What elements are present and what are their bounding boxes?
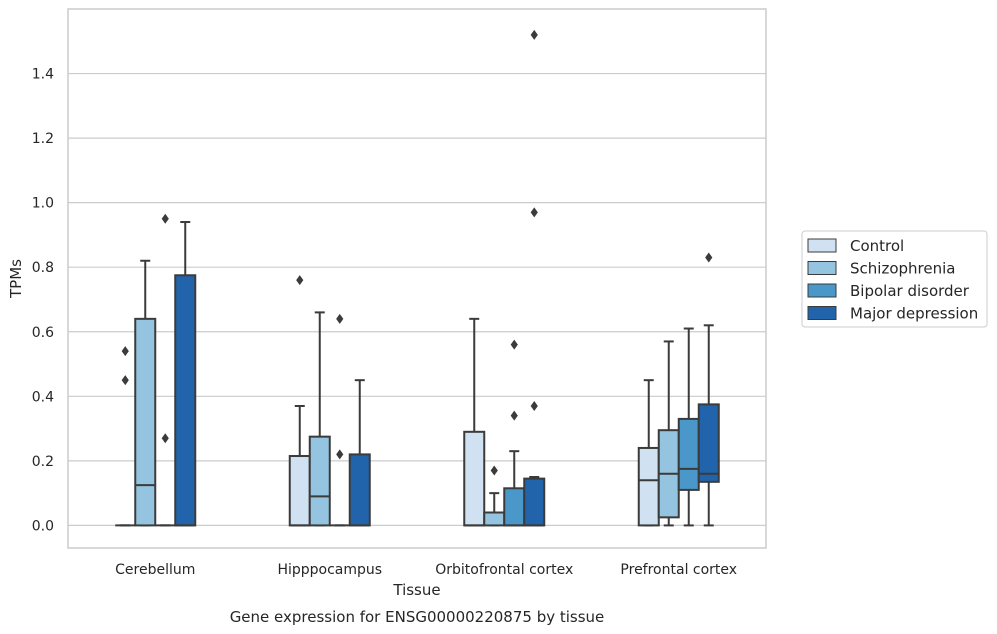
y-tick-label: 1.4 [32,67,54,83]
outlier-point [121,346,129,357]
y-tick-label: 0.4 [32,389,54,405]
legend-label: Schizophrenia [850,260,955,278]
y-tick-label: 1.0 [32,196,54,212]
box-0-3 [174,221,197,527]
x-tick-label: Cerebellum [115,562,195,578]
box-body [637,446,660,527]
x-axis-title: Tissue [392,581,440,599]
outlier-point [296,275,304,286]
outlier-point [121,375,129,386]
box-0-0 [115,346,136,527]
box-1-3 [348,379,371,527]
legend-frame [801,230,988,328]
outlier-point [530,29,538,40]
outlier-point [530,400,538,411]
legend-swatch [807,238,837,253]
box-2-0 [463,317,486,527]
box-plot-series [115,29,720,527]
legend-label: Major depression [850,305,978,323]
outlier-point [510,410,518,421]
box-body [677,417,700,491]
outlier-point [161,433,169,444]
box-body [174,274,197,527]
outlier-point [336,313,344,324]
box-body [697,403,720,483]
box-2-2 [503,339,526,527]
x-tick-label: Prefrontal cortex [620,562,737,578]
box-2-3 [523,29,546,527]
legend-swatch [807,306,837,320]
box-3-3 [697,252,720,527]
box-2-1 [483,465,506,527]
y-axis-title: TPMs [7,259,25,299]
box-0-1 [134,259,157,527]
box-body [308,435,331,527]
box-body [483,511,506,527]
outlier-point [530,207,538,218]
outlier-point [705,252,713,263]
box-body [134,317,157,527]
box-3-0 [637,379,660,527]
y-tick-label: 0.8 [32,260,54,276]
x-tick-label: Orbitofrontal cortex [435,562,573,578]
legend: Control Schizophrenia Bipolar disorder Majo… [801,230,988,328]
legend-swatch [807,283,837,298]
x-tick-label: Hipppocampus [277,562,382,578]
box-1-0 [288,275,311,527]
legend-label: Bipolar disorder [850,282,970,300]
x-axis-ticks: Cerebellum Hipppocampus Orbitofrontal cort… [115,562,737,578]
outlier-point [510,339,518,350]
box-1-1 [308,311,331,527]
box-body [288,455,311,527]
box-0-2 [155,213,176,527]
box-body [503,487,526,527]
y-tick-label: 0.6 [32,325,54,341]
y-tick-label: 0.0 [32,518,54,534]
legend-label: Control [850,237,904,255]
chart-caption: Gene expression for ENSG00000220875 by t… [230,608,605,626]
box-3-1 [657,340,680,527]
y-tick-label: 1.2 [32,131,54,147]
legend-swatch [807,261,837,275]
box-body [523,477,546,527]
plot-area-frame [67,8,767,549]
box-3-2 [677,327,700,527]
box-body [463,430,486,527]
box-body [348,453,371,527]
outlier-point [336,449,344,460]
y-axis-ticks: 0.0 0.2 0.4 0.6 0.8 1.0 1.2 1.4 [32,67,54,535]
y-tick-label: 0.2 [32,454,54,470]
box-1-2 [329,313,350,527]
outlier-point [161,213,169,224]
outlier-point [490,465,498,476]
